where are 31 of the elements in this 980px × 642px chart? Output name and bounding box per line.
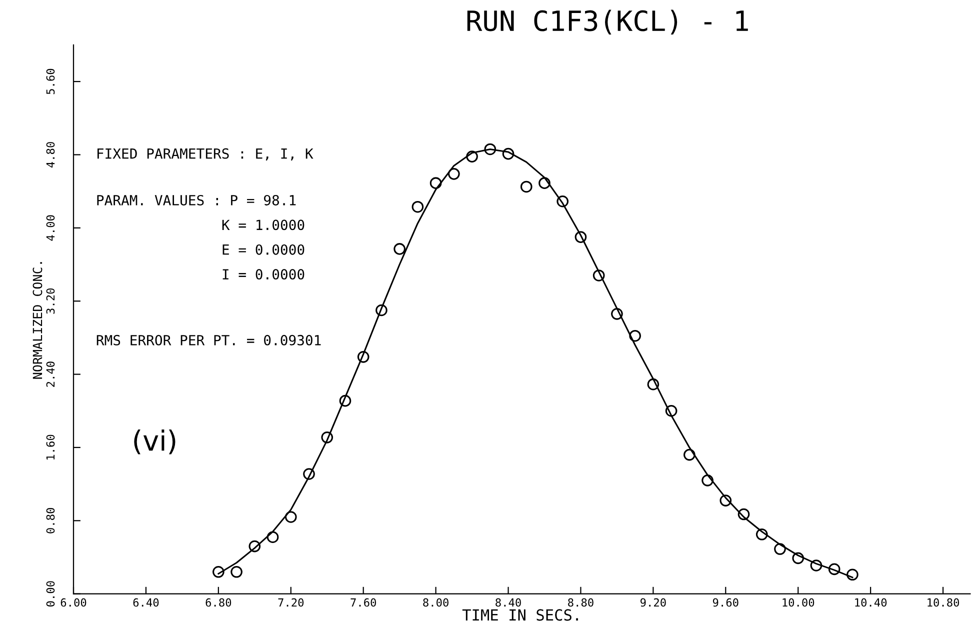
y-axis-title: NORMALIZED CONC. — [32, 262, 42, 379]
annotation: FIXED PARAMETERS : E, I, K — [97, 148, 314, 161]
x-tick-label: 10.40 — [855, 598, 887, 607]
annotation: (vi) — [134, 429, 176, 454]
x-tick-label: 10.00 — [782, 598, 814, 607]
annotation: PARAM. VALUES : P = 98.1 — [97, 194, 296, 206]
y-tick-label: 0.80 — [46, 508, 55, 534]
x-axis-title: TIME IN SECS. — [462, 609, 578, 621]
x-tick-label: 7.60 — [350, 598, 376, 607]
y-tick-label: 3.20 — [46, 288, 55, 314]
annotation: I = 0.0000 — [222, 269, 304, 280]
chart-title: RUN C1F3(KCL) - 1 — [467, 10, 748, 35]
annotation: E = 0.0000 — [222, 244, 304, 255]
x-tick-label: 9.60 — [712, 598, 738, 607]
annotation: K = 1.0000 — [222, 220, 304, 230]
y-tick-label: 4.80 — [46, 142, 55, 168]
x-tick-label: 10.80 — [928, 598, 960, 607]
annotation: RMS ERROR PER PT. = 0.09301 — [96, 334, 321, 346]
x-tick-label: 9.20 — [640, 598, 666, 607]
x-tick-label: 6.40 — [133, 598, 159, 607]
x-tick-label: 7.20 — [278, 598, 304, 607]
y-tick-label: 2.40 — [46, 362, 55, 387]
y-tick-label: 4.00 — [46, 215, 55, 241]
y-tick-label: 1.60 — [46, 434, 55, 460]
y-tick-label: 0.00 — [46, 581, 55, 607]
x-tick-label: 6.80 — [206, 598, 232, 607]
x-tick-label: 6.00 — [60, 598, 86, 607]
x-tick-label: 8.00 — [423, 598, 448, 607]
y-tick-label: 5.60 — [46, 68, 55, 94]
x-tick-label: 8.40 — [496, 598, 521, 607]
x-tick-label: 8.80 — [568, 598, 594, 607]
